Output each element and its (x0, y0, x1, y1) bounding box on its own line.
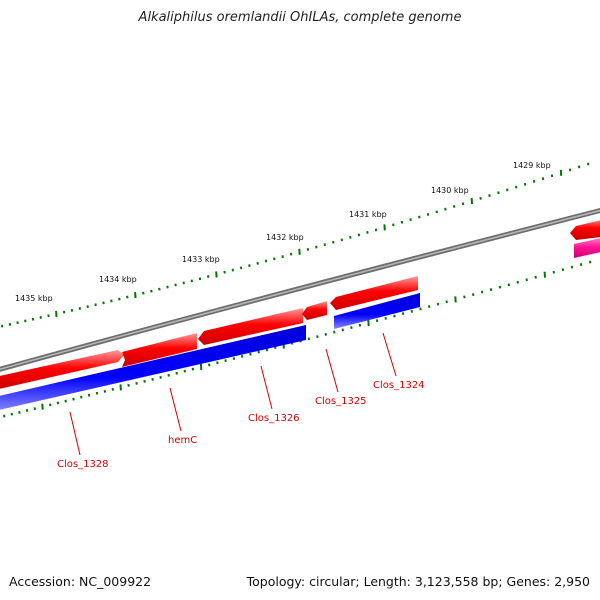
scale-tick-marks (1, 162, 590, 328)
gene-bar-clos-1324 (334, 293, 420, 329)
gene-arrow-clos-1324-forward (330, 276, 418, 310)
leader-hemc (169, 387, 182, 432)
feature-arrow-pink (574, 238, 600, 258)
genome-backbone-highlight (0, 209, 600, 371)
scale-label-1432: 1432 kbp (266, 233, 304, 242)
forward-strand-track (0, 220, 600, 389)
scale-label-1435: 1435 kbp (15, 294, 53, 303)
gene-label-clos-1326: Clos_1326 (248, 413, 300, 424)
gene-bar-long (0, 325, 306, 410)
gene-labels: Clos_1328 hemC Clos_1326 Clos_1325 Clos_… (57, 380, 425, 470)
gene-label-leaders (69, 332, 397, 456)
leader-clos-1324 (382, 332, 397, 377)
scale-labels: 1435 kbp 1434 kbp 1433 kbp 1432 kbp 1431… (15, 161, 551, 303)
scale-label-1430: 1430 kbp (431, 186, 469, 195)
leader-clos-1328 (69, 411, 81, 456)
gene-label-clos-1328: Clos_1328 (57, 459, 109, 470)
gene-arrow-offscreen-forward (570, 220, 600, 240)
map-title: Alkaliphilus oremlandii OhILAs, complete… (138, 10, 462, 25)
scale-label-1431: 1431 kbp (349, 210, 387, 219)
gene-arrow-clos-1326-forward (198, 308, 303, 345)
gene-track (0, 293, 420, 410)
gene-arrow-clos-1325-forward (302, 301, 327, 320)
scale-label-1433: 1433 kbp (182, 255, 220, 264)
genome-summary-text: Topology: circular; Length: 3,123,558 bp… (246, 574, 590, 589)
accession-text: Accession: NC_009922 (9, 574, 152, 589)
leader-clos-1326 (260, 365, 273, 410)
scale-label-1429: 1429 kbp (513, 161, 551, 170)
gene-arrow-clos-1328-forward (0, 350, 124, 389)
gene-label-clos-1325: Clos_1325 (315, 396, 367, 407)
gene-arrow-hemc-forward (122, 333, 197, 367)
scale-label-1434: 1434 kbp (99, 275, 137, 284)
gene-label-hemc: hemC (168, 435, 197, 446)
leader-clos-1325 (325, 348, 339, 393)
gene-label-clos-1324: Clos_1324 (373, 380, 425, 391)
